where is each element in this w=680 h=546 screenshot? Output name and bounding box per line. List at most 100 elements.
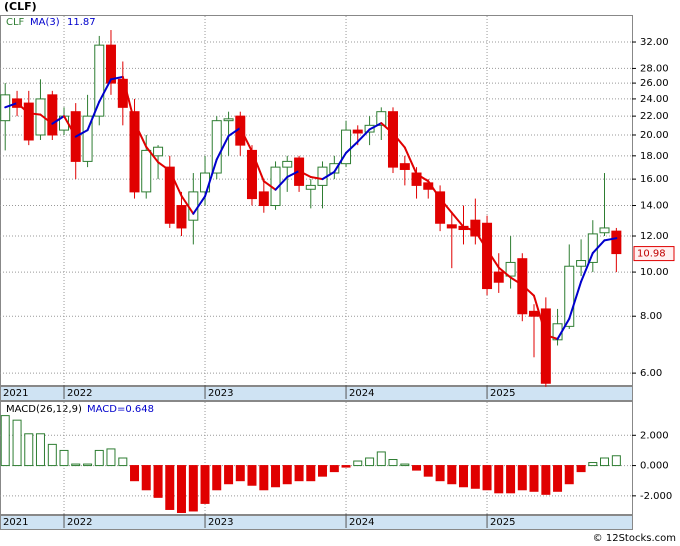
bar (564, 465, 574, 485)
bar (541, 465, 551, 495)
bar (482, 465, 492, 491)
ma-line (474, 230, 489, 251)
bar (118, 457, 128, 467)
y-tick-label: 20.00 (640, 130, 669, 141)
bar (447, 465, 457, 485)
bar (130, 465, 140, 482)
bar (212, 465, 222, 491)
y-tick-label: 16.00 (640, 174, 669, 185)
ma-line (121, 75, 136, 124)
ma-line (227, 126, 242, 137)
x-band (0, 386, 633, 401)
bar (224, 465, 234, 485)
macd-title: MACD(26,12,9) (6, 404, 82, 415)
ma-line (427, 180, 442, 200)
ma-line (86, 100, 101, 132)
y-tick-label: 10.00 (640, 267, 669, 278)
bar (271, 465, 281, 488)
ma-line (544, 334, 559, 340)
bar (259, 465, 269, 491)
candle-body (176, 205, 187, 229)
ma-line (532, 294, 547, 337)
candle-body (23, 102, 34, 141)
bar (47, 443, 57, 467)
bar (553, 465, 563, 492)
ma-line (16, 102, 30, 115)
bar (458, 465, 468, 488)
candle-body (470, 219, 481, 237)
ma-line (168, 169, 183, 197)
candle-body (305, 184, 316, 190)
ma-line (63, 115, 77, 138)
bar (376, 451, 386, 467)
bar (83, 463, 93, 467)
ma-line (192, 195, 207, 215)
x-tick-label: 2022 (67, 517, 92, 528)
ma-line (486, 248, 500, 269)
candle-body (528, 310, 539, 317)
ma-line (345, 140, 359, 154)
y-tick-label: 18.00 (640, 151, 669, 162)
y-tick-label: 2.000 (640, 430, 669, 441)
bar (0, 415, 10, 467)
legend-ma-value: 11.87 (67, 17, 96, 28)
bar (165, 465, 175, 510)
ma-line (403, 146, 418, 175)
candle-body (540, 308, 551, 384)
ma-line (368, 122, 383, 131)
ma-line (556, 317, 571, 340)
candle-body (387, 111, 398, 168)
bar (141, 465, 151, 491)
bar (59, 449, 69, 467)
candle-body (329, 163, 340, 174)
ma-line (380, 122, 394, 135)
y-tick-label: 0.000 (640, 461, 669, 472)
candle-body (611, 230, 622, 255)
ma-line (98, 78, 112, 103)
bar (294, 465, 304, 482)
footer: © 12Stocks.com (593, 533, 676, 544)
bar (341, 465, 351, 468)
candle-body (129, 111, 140, 193)
candle-body (399, 163, 410, 170)
bar (588, 462, 598, 467)
ma-line (321, 170, 336, 181)
candle-body (341, 129, 352, 165)
price-pane (0, 15, 633, 386)
y-tick-label: 22.00 (640, 111, 669, 122)
bar (176, 465, 186, 513)
bar (494, 465, 504, 494)
bar (153, 465, 163, 498)
bar (412, 465, 422, 471)
bar (200, 465, 210, 504)
ma-line (74, 129, 89, 138)
candle-body (211, 120, 222, 174)
ma-line (497, 266, 512, 279)
y-tick-label: -2.000 (640, 491, 672, 502)
candle-body (117, 78, 128, 108)
bar (329, 465, 339, 473)
bar (470, 465, 480, 489)
candle-body (47, 94, 58, 136)
x-tick-label: 2021 (3, 517, 28, 528)
ma-line (157, 161, 171, 172)
candle-body (223, 118, 234, 122)
candle-body (258, 191, 269, 207)
bar (435, 465, 445, 482)
y-tick-label: 12.00 (640, 231, 669, 242)
ma-line (51, 115, 66, 125)
macd-latest: MACD=0.648 (87, 404, 154, 415)
last-price-box (633, 246, 675, 262)
x-tick-label: 2025 (490, 388, 515, 399)
candle-body (599, 227, 610, 234)
ma-line (391, 132, 406, 149)
bar (106, 448, 116, 467)
legend-ma: MA(3) (30, 17, 60, 28)
x-tick-label: 2025 (490, 517, 515, 528)
candle-body (446, 224, 457, 229)
ma-line (250, 150, 265, 183)
ma-line (4, 102, 19, 109)
bar (400, 463, 410, 467)
ma-line (298, 170, 312, 179)
